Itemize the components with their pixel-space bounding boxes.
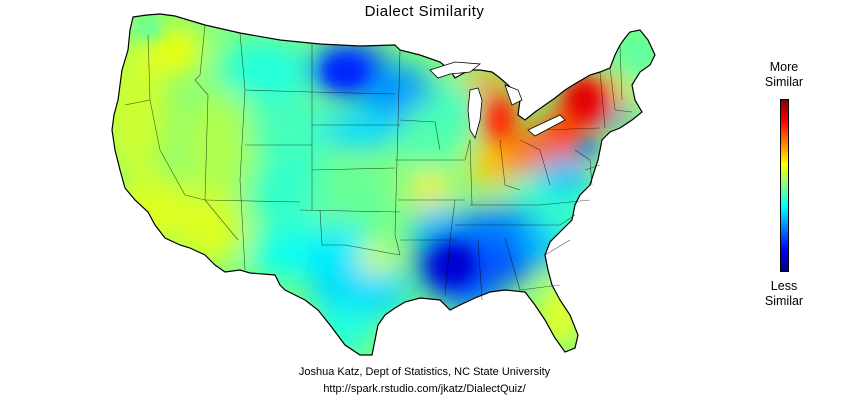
us-outline <box>111 13 656 356</box>
legend-top-line1: More <box>769 60 799 74</box>
color-field-detail <box>140 22 600 285</box>
color-field <box>112 25 655 355</box>
legend-bottom-line1: Less <box>770 279 798 293</box>
legend-more-similar-label: More Similar <box>754 60 814 90</box>
credit-author: Joshua Katz, Dept of Statistics, NC Stat… <box>298 366 551 378</box>
legend-bottom-line2: Similar <box>764 294 804 308</box>
state-borders <box>124 24 633 301</box>
credit-url[interactable]: http://spark.rstudio.com/jkatz/DialectQu… <box>323 383 526 395</box>
lake-huron <box>504 84 523 106</box>
lake-erie <box>527 114 566 137</box>
lake-superior <box>429 61 482 79</box>
lake-michigan <box>467 87 483 139</box>
map-title: Dialect Similarity <box>364 3 485 20</box>
legend-colorbar <box>780 99 789 272</box>
great-lakes <box>429 61 566 139</box>
legend-top-line2: Similar <box>764 75 804 89</box>
legend-less-similar-label: Less Similar <box>754 279 814 309</box>
